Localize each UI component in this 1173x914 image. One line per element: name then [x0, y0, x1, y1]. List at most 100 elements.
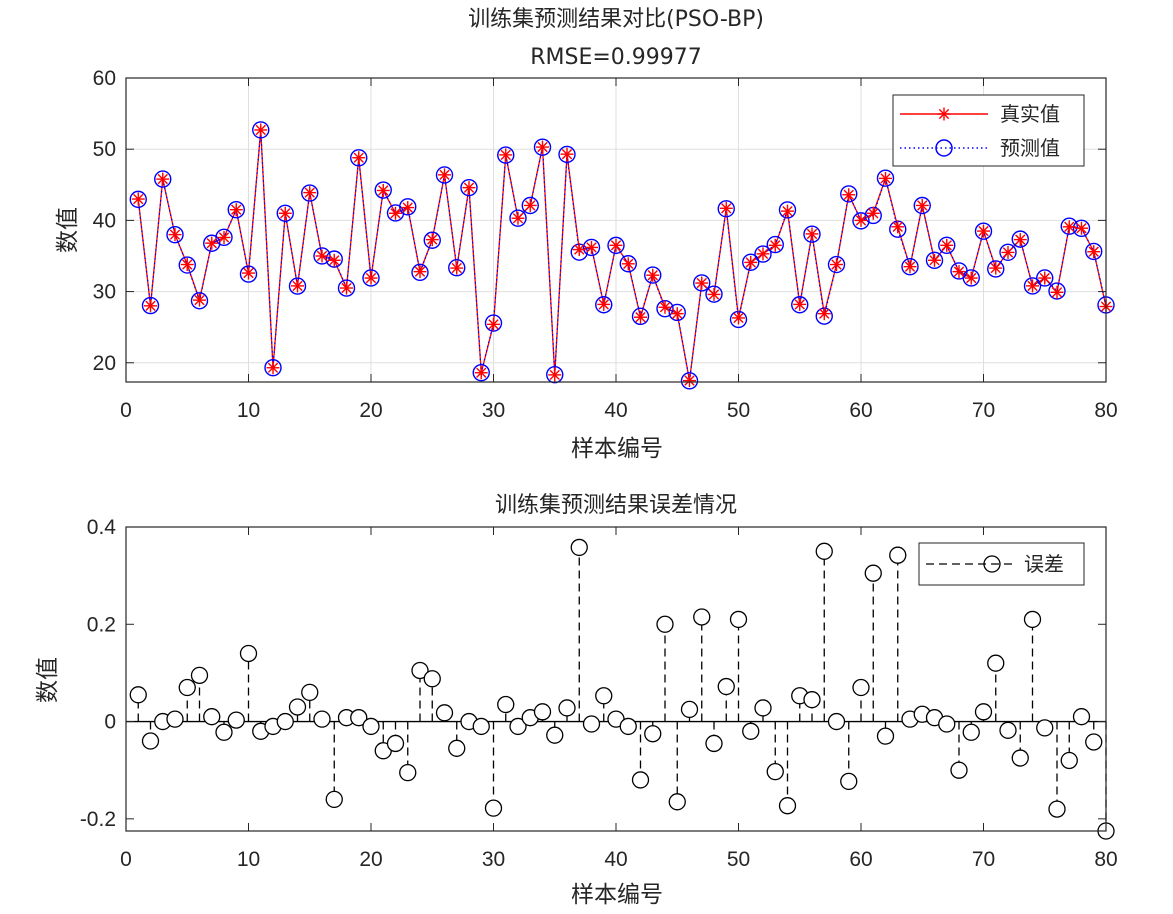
pred-point	[362, 269, 380, 287]
pred-point	[350, 149, 368, 167]
true-point-d2	[1039, 272, 1050, 284]
true-point-d2	[892, 221, 903, 232]
true-point	[854, 213, 868, 227]
error-point	[313, 710, 331, 728]
true-point	[1026, 279, 1039, 293]
true-point	[793, 297, 807, 311]
true-point	[156, 172, 170, 186]
true-point-d2	[610, 240, 622, 251]
true-point-d2	[1015, 234, 1026, 245]
pred-point	[582, 238, 601, 257]
true-point-d2	[672, 308, 683, 319]
pred-point	[717, 200, 735, 218]
error-point	[227, 711, 245, 729]
true-point	[217, 230, 231, 244]
pred-point	[203, 234, 221, 252]
true-point-d2	[696, 277, 707, 289]
pred-point	[876, 169, 895, 187]
true-point-d2	[721, 203, 732, 214]
pred-point	[276, 204, 294, 222]
pred-point	[668, 303, 686, 322]
true-point	[597, 297, 611, 311]
true-point	[389, 206, 402, 220]
pred-point	[754, 245, 772, 263]
series-pred-line	[137, 129, 1107, 381]
error-point	[484, 799, 503, 817]
true-point	[131, 192, 145, 206]
true-point	[989, 261, 1003, 275]
true-point-d2	[329, 255, 340, 266]
pred-point	[1048, 282, 1066, 300]
true-point	[621, 257, 635, 271]
pred-point	[1085, 242, 1103, 261]
true-point-d2	[868, 208, 879, 219]
true-point	[891, 220, 905, 234]
pred-point	[803, 225, 821, 243]
true-point	[1013, 233, 1027, 247]
chart2-title: 训练集预测结果误差情况	[495, 493, 737, 518]
pred-point	[778, 201, 797, 219]
pred-point	[301, 184, 319, 202]
chart1-ytick-label: 20	[93, 352, 116, 375]
true-point-d2	[623, 258, 634, 269]
true-point	[315, 249, 329, 263]
true-point-d2	[463, 182, 475, 193]
error-point	[276, 712, 294, 731]
chart1-xtick-label: 30	[482, 399, 505, 422]
true-point	[487, 317, 500, 331]
error-point	[693, 608, 711, 626]
true-point-d2	[990, 262, 1001, 274]
error-point	[815, 542, 833, 560]
chart1-ytick-label: 60	[93, 67, 116, 90]
true-point	[977, 224, 990, 238]
true-point	[1038, 271, 1052, 285]
pred-point	[962, 269, 980, 287]
true-point	[254, 123, 268, 137]
true-point-d2	[231, 204, 242, 215]
legend-asterisk-d2	[938, 108, 950, 120]
true-point-d2	[304, 187, 315, 198]
true-point-d2	[157, 173, 168, 185]
true-point	[707, 287, 721, 301]
true-point	[732, 311, 745, 325]
true-point	[266, 361, 280, 375]
pred-point	[166, 225, 184, 244]
error-point	[325, 790, 343, 809]
chart2-xtick-label: 20	[359, 848, 382, 871]
error-point	[350, 709, 368, 727]
true-point	[915, 198, 929, 212]
true-point-d2	[647, 270, 658, 281]
error-point	[448, 739, 466, 757]
chart1-xtick-label: 70	[972, 399, 995, 422]
pred-point	[509, 209, 527, 227]
true-point-d2	[659, 302, 671, 313]
chart2-series	[126, 538, 1115, 840]
true-point-d2	[978, 225, 989, 237]
error-point	[1072, 708, 1091, 726]
true-point-d2	[255, 124, 266, 136]
error-point	[644, 725, 662, 743]
error-point	[876, 727, 895, 745]
pred-point	[999, 243, 1017, 261]
pred-point	[1060, 217, 1078, 235]
true-point-d2	[708, 289, 720, 300]
pred-point	[644, 266, 662, 284]
pred-point	[411, 263, 429, 282]
pred-point	[1023, 277, 1042, 295]
error-point	[1048, 800, 1066, 818]
true-point-d2	[598, 299, 609, 310]
true-point-d2	[782, 205, 793, 217]
error-point	[1023, 610, 1042, 629]
true-point	[560, 147, 574, 161]
true-point-d2	[1051, 287, 1063, 298]
error-point	[386, 734, 405, 753]
true-point-d2	[292, 280, 303, 292]
chart1-xtick-label: 60	[849, 399, 872, 422]
pred-point	[325, 250, 343, 268]
pred-point	[607, 236, 625, 255]
pred-point	[288, 277, 307, 295]
pred-point	[766, 235, 784, 254]
error-point	[827, 712, 846, 731]
pred-point	[497, 146, 515, 164]
true-point	[413, 265, 427, 279]
